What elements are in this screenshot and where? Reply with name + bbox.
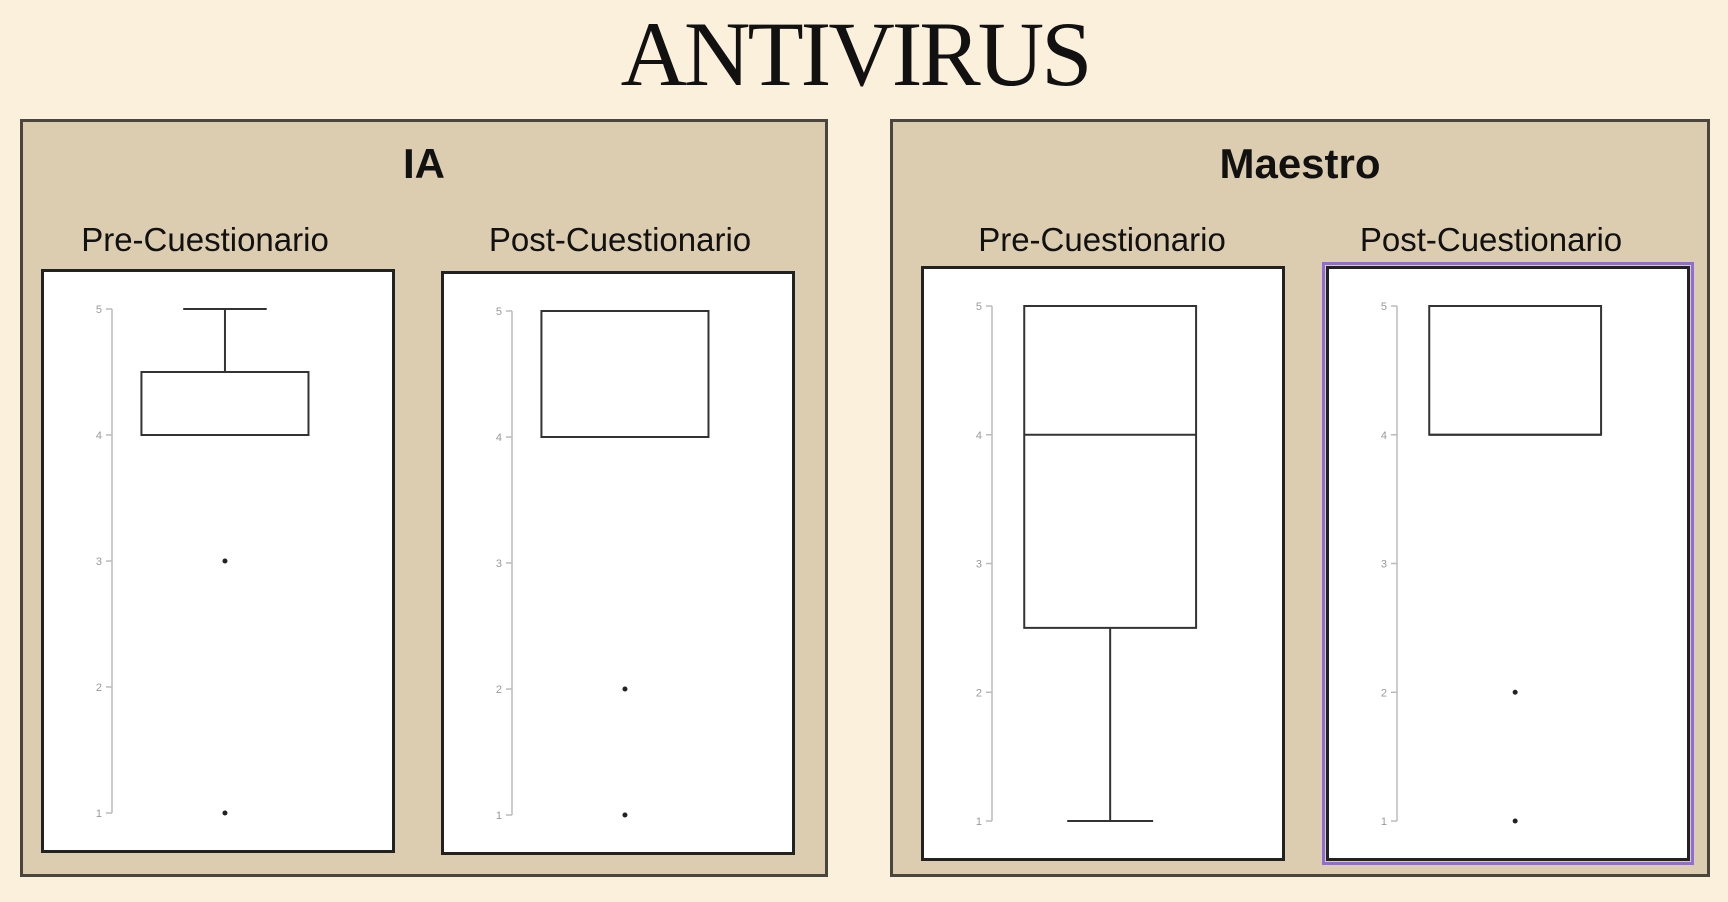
- outlier-point: [622, 686, 628, 692]
- y-tick-label: 5: [1381, 301, 1387, 313]
- page-title: ANTIVIRUS: [620, 3, 1093, 105]
- box-iqr: [1428, 305, 1603, 436]
- y-tick-label: 4: [496, 432, 502, 444]
- y-tick-label: 3: [496, 558, 502, 570]
- y-tick-label: 5: [496, 306, 502, 318]
- y-tick-label: 3: [1381, 559, 1387, 571]
- y-tick-label: 2: [976, 687, 982, 699]
- y-tick-label: 1: [496, 810, 502, 822]
- panel-maestro: Maestro Pre-Cuestionario Post-Cuestionar…: [890, 119, 1710, 877]
- chart-label: Post-Cuestionario: [488, 221, 752, 258]
- box-iqr: [1023, 305, 1198, 629]
- chart-label: Pre-Cuestionario: [978, 221, 1226, 258]
- y-tick-label: 4: [976, 430, 982, 442]
- outlier-point: [222, 558, 228, 564]
- y-tick-label: 3: [96, 556, 102, 568]
- y-tick-label: 1: [976, 816, 982, 828]
- boxplot-ia-post[interactable]: 1 2 3 4 5: [441, 271, 795, 855]
- boxplot-svg: 1 2 3 4 5: [496, 306, 710, 822]
- box-iqr: [140, 371, 310, 436]
- boxplot-maestro-pre[interactable]: 1 2 3 4 5: [921, 266, 1285, 861]
- panel-title: Maestro: [1219, 140, 1381, 187]
- boxplot-svg: 1 2 3 4 5: [96, 304, 310, 820]
- panel-title: IA: [403, 140, 445, 187]
- y-tick-label: 5: [96, 304, 102, 316]
- y-tick-label: 3: [976, 559, 982, 571]
- outlier-point: [1512, 689, 1518, 695]
- outlier-point: [1512, 818, 1518, 824]
- y-tick-label: 4: [96, 430, 102, 442]
- y-tick-label: 2: [96, 682, 102, 694]
- chart-label: Post-Cuestionario: [1359, 221, 1623, 258]
- chart-label: Pre-Cuestionario: [81, 221, 329, 258]
- boxplot-svg: 1 2 3 4 5: [1381, 301, 1603, 828]
- boxplot-ia-pre[interactable]: 1 2 3 4 5: [41, 269, 395, 853]
- outlier-point: [622, 812, 628, 818]
- y-tick-label: 4: [1381, 430, 1387, 442]
- box-iqr: [540, 310, 710, 438]
- outlier-point: [222, 810, 228, 816]
- y-tick-label: 2: [1381, 687, 1387, 699]
- panel-ia: IA Pre-Cuestionario Post-Cuestionario 1 2…: [20, 119, 828, 877]
- y-tick-label: 1: [96, 808, 102, 820]
- y-tick-label: 5: [976, 301, 982, 313]
- y-tick-label: 1: [1381, 816, 1387, 828]
- boxplot-svg: 1 2 3 4 5: [976, 301, 1198, 828]
- y-tick-label: 2: [496, 684, 502, 696]
- boxplot-maestro-post[interactable]: 1 2 3 4 5: [1322, 262, 1694, 865]
